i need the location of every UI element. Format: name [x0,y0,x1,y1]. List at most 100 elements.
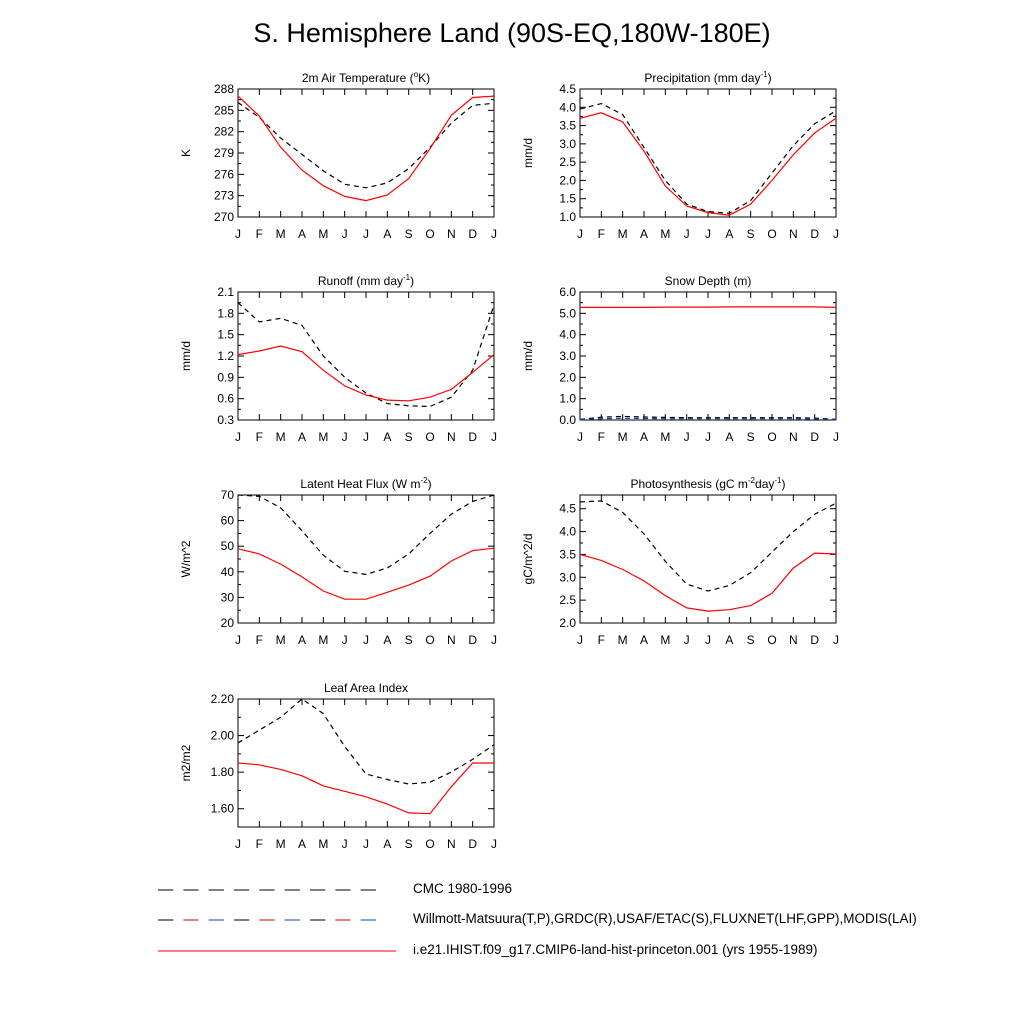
x-tick-label: J [577,430,583,444]
y-tick-label: 2.5 [559,593,576,607]
x-tick-label: M [276,837,286,851]
y-tick-label: 270 [214,210,234,224]
y-tick-label: 2.1 [217,285,234,299]
legend-label-observations: Willmott-Matsuura(T,P),GRDC(R),USAF/ETAC… [413,911,917,926]
x-tick-label: M [318,633,328,647]
legend-label-cmc: CMC 1980-1996 [413,881,513,896]
x-tick-label: M [660,227,670,241]
legend-line-observations [158,919,376,921]
x-tick-label: A [298,430,306,444]
panel-title: Photosynthesis (gC m-2day-1) [631,476,786,491]
y-axis-label: m2/m2 [179,744,193,781]
x-tick-label: O [767,430,776,444]
x-tick-label: J [235,837,241,851]
x-tick-label: J [342,227,348,241]
series-line [237,345,495,402]
x-tick-label: D [810,227,819,241]
y-tick-label: 276 [214,167,234,181]
x-tick-label: D [468,227,477,241]
x-tick-label: O [425,837,434,851]
y-tick-label: 2.0 [559,370,576,384]
x-tick-label: F [256,430,263,444]
x-tick-label: M [318,837,328,851]
y-tick-label: 60 [221,514,235,528]
x-tick-label: S [405,837,413,851]
legend-item-cmc: CMC 1980-1996 [158,880,978,900]
x-tick-label: J [235,430,241,444]
x-tick-label: M [618,633,628,647]
series-line [579,552,837,612]
x-tick-label: M [318,430,328,444]
legend-line-cmc [158,889,376,891]
x-tick-label: J [833,227,839,241]
x-tick-label: M [276,430,286,444]
y-tick-label: 282 [214,125,234,139]
x-tick-label: O [425,227,434,241]
y-tick-label: 1.5 [559,192,576,206]
x-tick-label: A [640,227,648,241]
x-tick-label: J [705,633,711,647]
legend-item-observations: Willmott-Matsuura(T,P),GRDC(R),USAF/ETAC… [158,910,978,930]
y-tick-label: 3.0 [559,137,576,151]
panel-title: 2m Air Temperature (oK) [302,70,430,85]
x-tick-label: M [618,227,628,241]
x-tick-label: J [705,227,711,241]
x-tick-label: J [235,633,241,647]
y-tick-label: 3.5 [559,547,576,561]
x-tick-label: J [363,633,369,647]
y-tick-label: 1.8 [217,306,234,320]
x-tick-label: A [383,227,391,241]
x-tick-label: O [767,633,776,647]
x-tick-label: M [660,430,670,444]
y-tick-label: 30 [221,590,235,604]
plot-frame [579,291,837,421]
series-line [237,302,495,408]
series-line [579,500,837,592]
x-tick-label: A [298,227,306,241]
y-tick-label: 4.5 [559,502,576,516]
x-tick-label: M [618,430,628,444]
x-tick-label: D [468,633,477,647]
series-line [237,494,495,576]
y-tick-label: 1.5 [217,328,234,342]
x-tick-label: F [256,633,263,647]
y-axis-label: mm/d [521,341,535,371]
series-line [579,417,837,421]
y-tick-label: 0.0 [559,413,576,427]
x-tick-label: D [468,430,477,444]
x-tick-label: J [491,837,497,851]
panel-snow-depth: Snow Depth (m) mm/d 0.0 1.0 2.0 3.0 4.0 5.0 6.0 J… [521,274,839,444]
panel-runoff: Runoff (mm day-1) mm/d 0.3 0.6 0.9 1.2 1.5 1.8 2… [179,273,497,444]
legend-item-model: i.e21.IHIST.f09_g17.CMIP6-land-hist-prin… [158,941,978,961]
x-tick-label: J [684,430,690,444]
y-tick-label: 4.5 [559,82,576,96]
series-line [237,102,495,189]
y-tick-label: 2.0 [559,616,576,630]
x-tick-label: J [684,227,690,241]
x-tick-label: N [447,633,456,647]
panel-latent-heat-flux: Latent Heat Flux (W m-2) W/m^2 20 30 40 50 60 7… [179,476,497,647]
x-tick-label: F [598,633,605,647]
plot-frame [579,494,837,624]
y-tick-label: 40 [221,565,235,579]
y-tick-label: 1.80 [211,765,235,779]
x-tick-label: J [235,227,241,241]
x-tick-label: J [577,633,583,647]
series-line [579,102,837,214]
x-tick-label: A [640,633,648,647]
y-tick-label: 70 [221,488,235,502]
figure-title: S. Hemisphere Land (90S-EQ,180W-180E) [253,18,771,48]
y-tick-label: 50 [221,539,235,553]
y-tick-label: 2.5 [559,155,576,169]
panel-title: Leaf Area Index [324,681,408,695]
x-tick-label: N [789,430,798,444]
plot-frame [579,88,837,218]
x-tick-label: A [725,633,733,647]
x-tick-label: A [298,837,306,851]
panel-title: Runoff (mm day-1) [318,273,414,288]
x-tick-label: A [725,430,733,444]
y-axis-label: K [179,149,193,157]
series-line [237,698,495,785]
x-tick-label: A [725,227,733,241]
